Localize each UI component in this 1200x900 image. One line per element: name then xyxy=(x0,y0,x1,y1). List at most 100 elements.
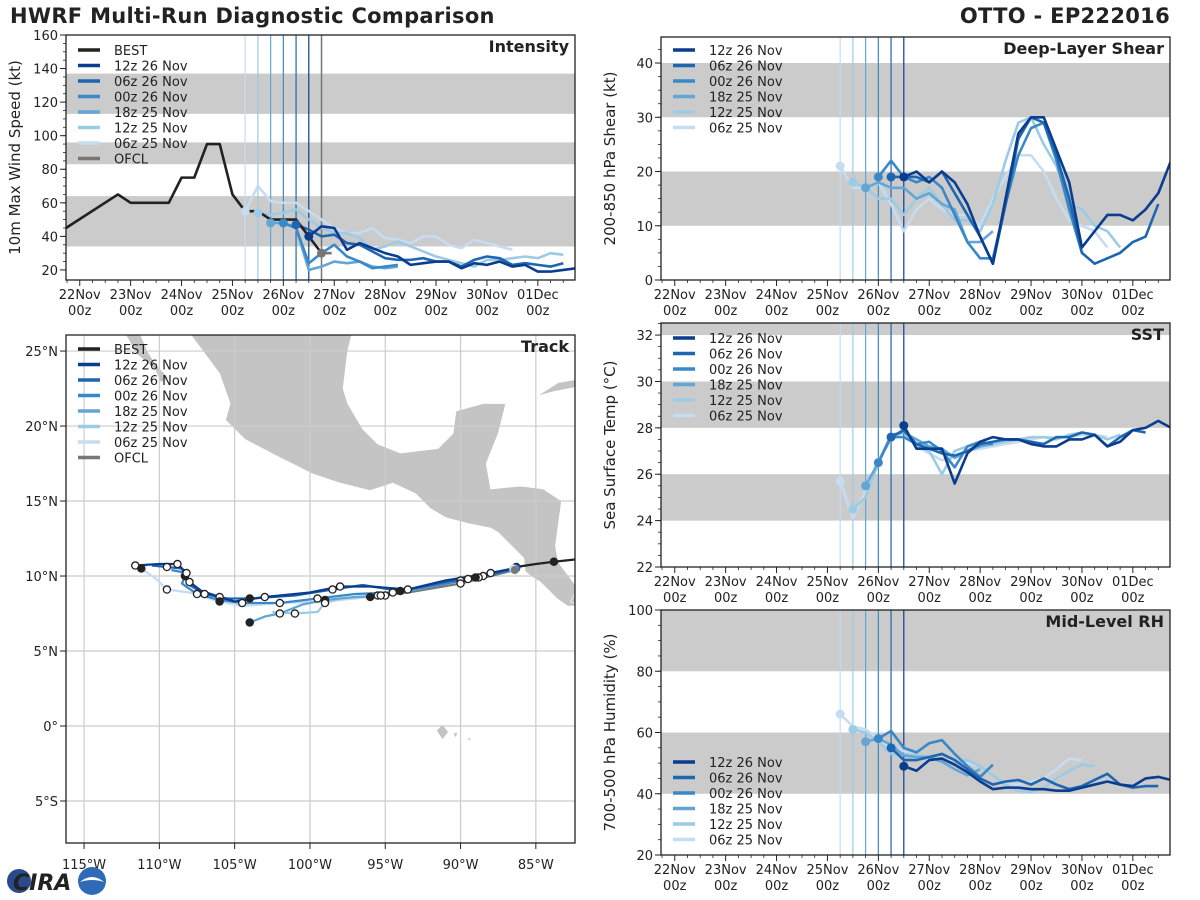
y-axis-label: 700-500 hPa Humidity (%) xyxy=(601,633,619,831)
x-tick-label: 28Nov xyxy=(959,575,1001,590)
y-axis-label: 200-850 hPa Shear (kt) xyxy=(601,72,619,246)
y-tick-label: 80 xyxy=(636,665,653,680)
track-position-marker xyxy=(185,577,194,587)
legend-label: 12z 26 Nov xyxy=(709,756,783,771)
longitude-label: 110°W xyxy=(137,858,181,873)
legend-label: 06z 25 Nov xyxy=(114,137,188,152)
legend-label: 12z 25 Nov xyxy=(709,394,783,409)
x-tick-label: 24Nov xyxy=(161,288,203,303)
legend-label: BEST xyxy=(114,343,147,358)
x-tick-hour: 00z xyxy=(765,591,789,606)
x-tick-hour: 00z xyxy=(1070,304,1094,319)
map-area xyxy=(66,335,575,843)
x-tick-label: 30Nov xyxy=(1061,288,1103,303)
x-tick-label: 26Nov xyxy=(857,288,899,303)
y-tick-label: 120 xyxy=(33,96,58,111)
latitude-label: 15°N xyxy=(25,495,58,510)
track-position-marker xyxy=(245,618,254,627)
track-position-marker xyxy=(463,574,473,584)
series-line-00z-26-nov xyxy=(282,221,399,270)
intensity-chart: 22Nov00z23Nov00z24Nov00z25Nov00z26Nov00z… xyxy=(6,29,576,319)
rh-chart: 22Nov00z23Nov00z24Nov00z25Nov00z26Nov00z… xyxy=(601,604,1171,894)
x-tick-label: 22Nov xyxy=(654,863,696,878)
series-line-12z-26-nov xyxy=(902,419,1170,485)
y-tick-label: 80 xyxy=(41,163,58,178)
y-tick-label: 40 xyxy=(636,57,653,72)
x-tick-hour: 00z xyxy=(714,879,738,894)
x-tick-hour: 00z xyxy=(918,879,942,894)
storm-id: OTTO - EP222016 xyxy=(959,4,1170,28)
x-tick-label: 25Nov xyxy=(211,288,253,303)
y-tick-label: 32 xyxy=(636,329,653,344)
track-position-marker xyxy=(335,582,345,591)
x-tick-label: 22Nov xyxy=(654,575,696,590)
track-start-marker xyxy=(510,566,519,575)
x-tick-label: 25Nov xyxy=(806,288,848,303)
x-tick-hour: 00z xyxy=(816,304,840,319)
x-tick-hour: 00z xyxy=(526,304,550,319)
y-tick-label: 100 xyxy=(628,604,653,619)
x-tick-hour: 00z xyxy=(714,304,738,319)
latitude-label: 25°N xyxy=(25,345,58,360)
landmass xyxy=(537,379,575,397)
init-marker xyxy=(835,476,845,486)
series-line-12z-26-nov xyxy=(903,115,1170,266)
legend-label: 06z 26 Nov xyxy=(709,60,783,75)
init-marker xyxy=(899,172,909,182)
series-line-06z-26-nov xyxy=(890,746,1159,791)
legend-label: 00z 26 Nov xyxy=(114,390,188,405)
init-marker xyxy=(861,737,871,747)
y-tick-label: 160 xyxy=(33,29,58,44)
legend-label: 12z 25 Nov xyxy=(114,421,188,436)
x-tick-hour: 00z xyxy=(1121,879,1145,894)
x-tick-label: 01Dec xyxy=(1112,288,1154,303)
track-position-marker xyxy=(365,592,375,602)
series-line-00z-26-nov xyxy=(877,435,994,469)
x-tick-label: 27Nov xyxy=(908,863,950,878)
x-tick-label: 28Nov xyxy=(959,288,1001,303)
init-marker xyxy=(873,734,883,744)
x-tick-label: 22Nov xyxy=(59,288,101,303)
init-marker xyxy=(886,172,896,182)
init-marker xyxy=(253,208,263,218)
x-tick-hour: 00z xyxy=(170,304,194,319)
series-line-12z-25-nov xyxy=(852,115,1122,249)
x-tick-label: 01Dec xyxy=(1112,575,1154,590)
latitude-label: 10°N xyxy=(25,570,58,585)
plot-area xyxy=(661,610,1170,855)
swirl-icon xyxy=(80,877,104,882)
legend-label: 18z 25 Nov xyxy=(709,379,783,394)
series-line-00z-26-nov xyxy=(877,729,994,779)
x-tick-label: 26Nov xyxy=(262,288,304,303)
x-tick-label: 27Nov xyxy=(908,575,950,590)
x-tick-hour: 00z xyxy=(867,879,891,894)
y-tick-label: 60 xyxy=(636,727,653,742)
y-tick-label: 140 xyxy=(33,63,58,78)
track-position-marker xyxy=(245,594,254,603)
legend-label: 18z 25 Nov xyxy=(114,106,188,121)
y-tick-label: 26 xyxy=(636,468,653,483)
init-marker xyxy=(848,177,858,187)
x-tick-hour: 00z xyxy=(1070,879,1094,894)
init-marker xyxy=(873,172,883,182)
axes-frame xyxy=(660,322,1171,568)
landmass xyxy=(570,593,575,605)
legend-label: OFCL xyxy=(114,153,149,168)
track-position-marker xyxy=(376,591,385,600)
x-tick-label: 23Nov xyxy=(705,288,747,303)
y-tick-label: 40 xyxy=(41,230,58,245)
y-tick-label: 30 xyxy=(636,375,653,390)
y-tick-label: 0 xyxy=(645,274,653,289)
partner-logo-icon xyxy=(78,867,106,895)
panel-title: Mid-Level RH xyxy=(1045,612,1164,631)
x-tick-label: 30Nov xyxy=(466,288,508,303)
x-tick-hour: 00z xyxy=(663,591,687,606)
x-tick-hour: 00z xyxy=(867,304,891,319)
threshold-band xyxy=(661,610,1170,672)
init-marker xyxy=(899,761,909,771)
x-tick-label: 01Dec xyxy=(1112,863,1154,878)
landmass xyxy=(465,737,472,742)
x-tick-hour: 00z xyxy=(968,879,992,894)
latitude-label: 20°N xyxy=(25,420,58,435)
x-tick-hour: 00z xyxy=(1070,591,1094,606)
